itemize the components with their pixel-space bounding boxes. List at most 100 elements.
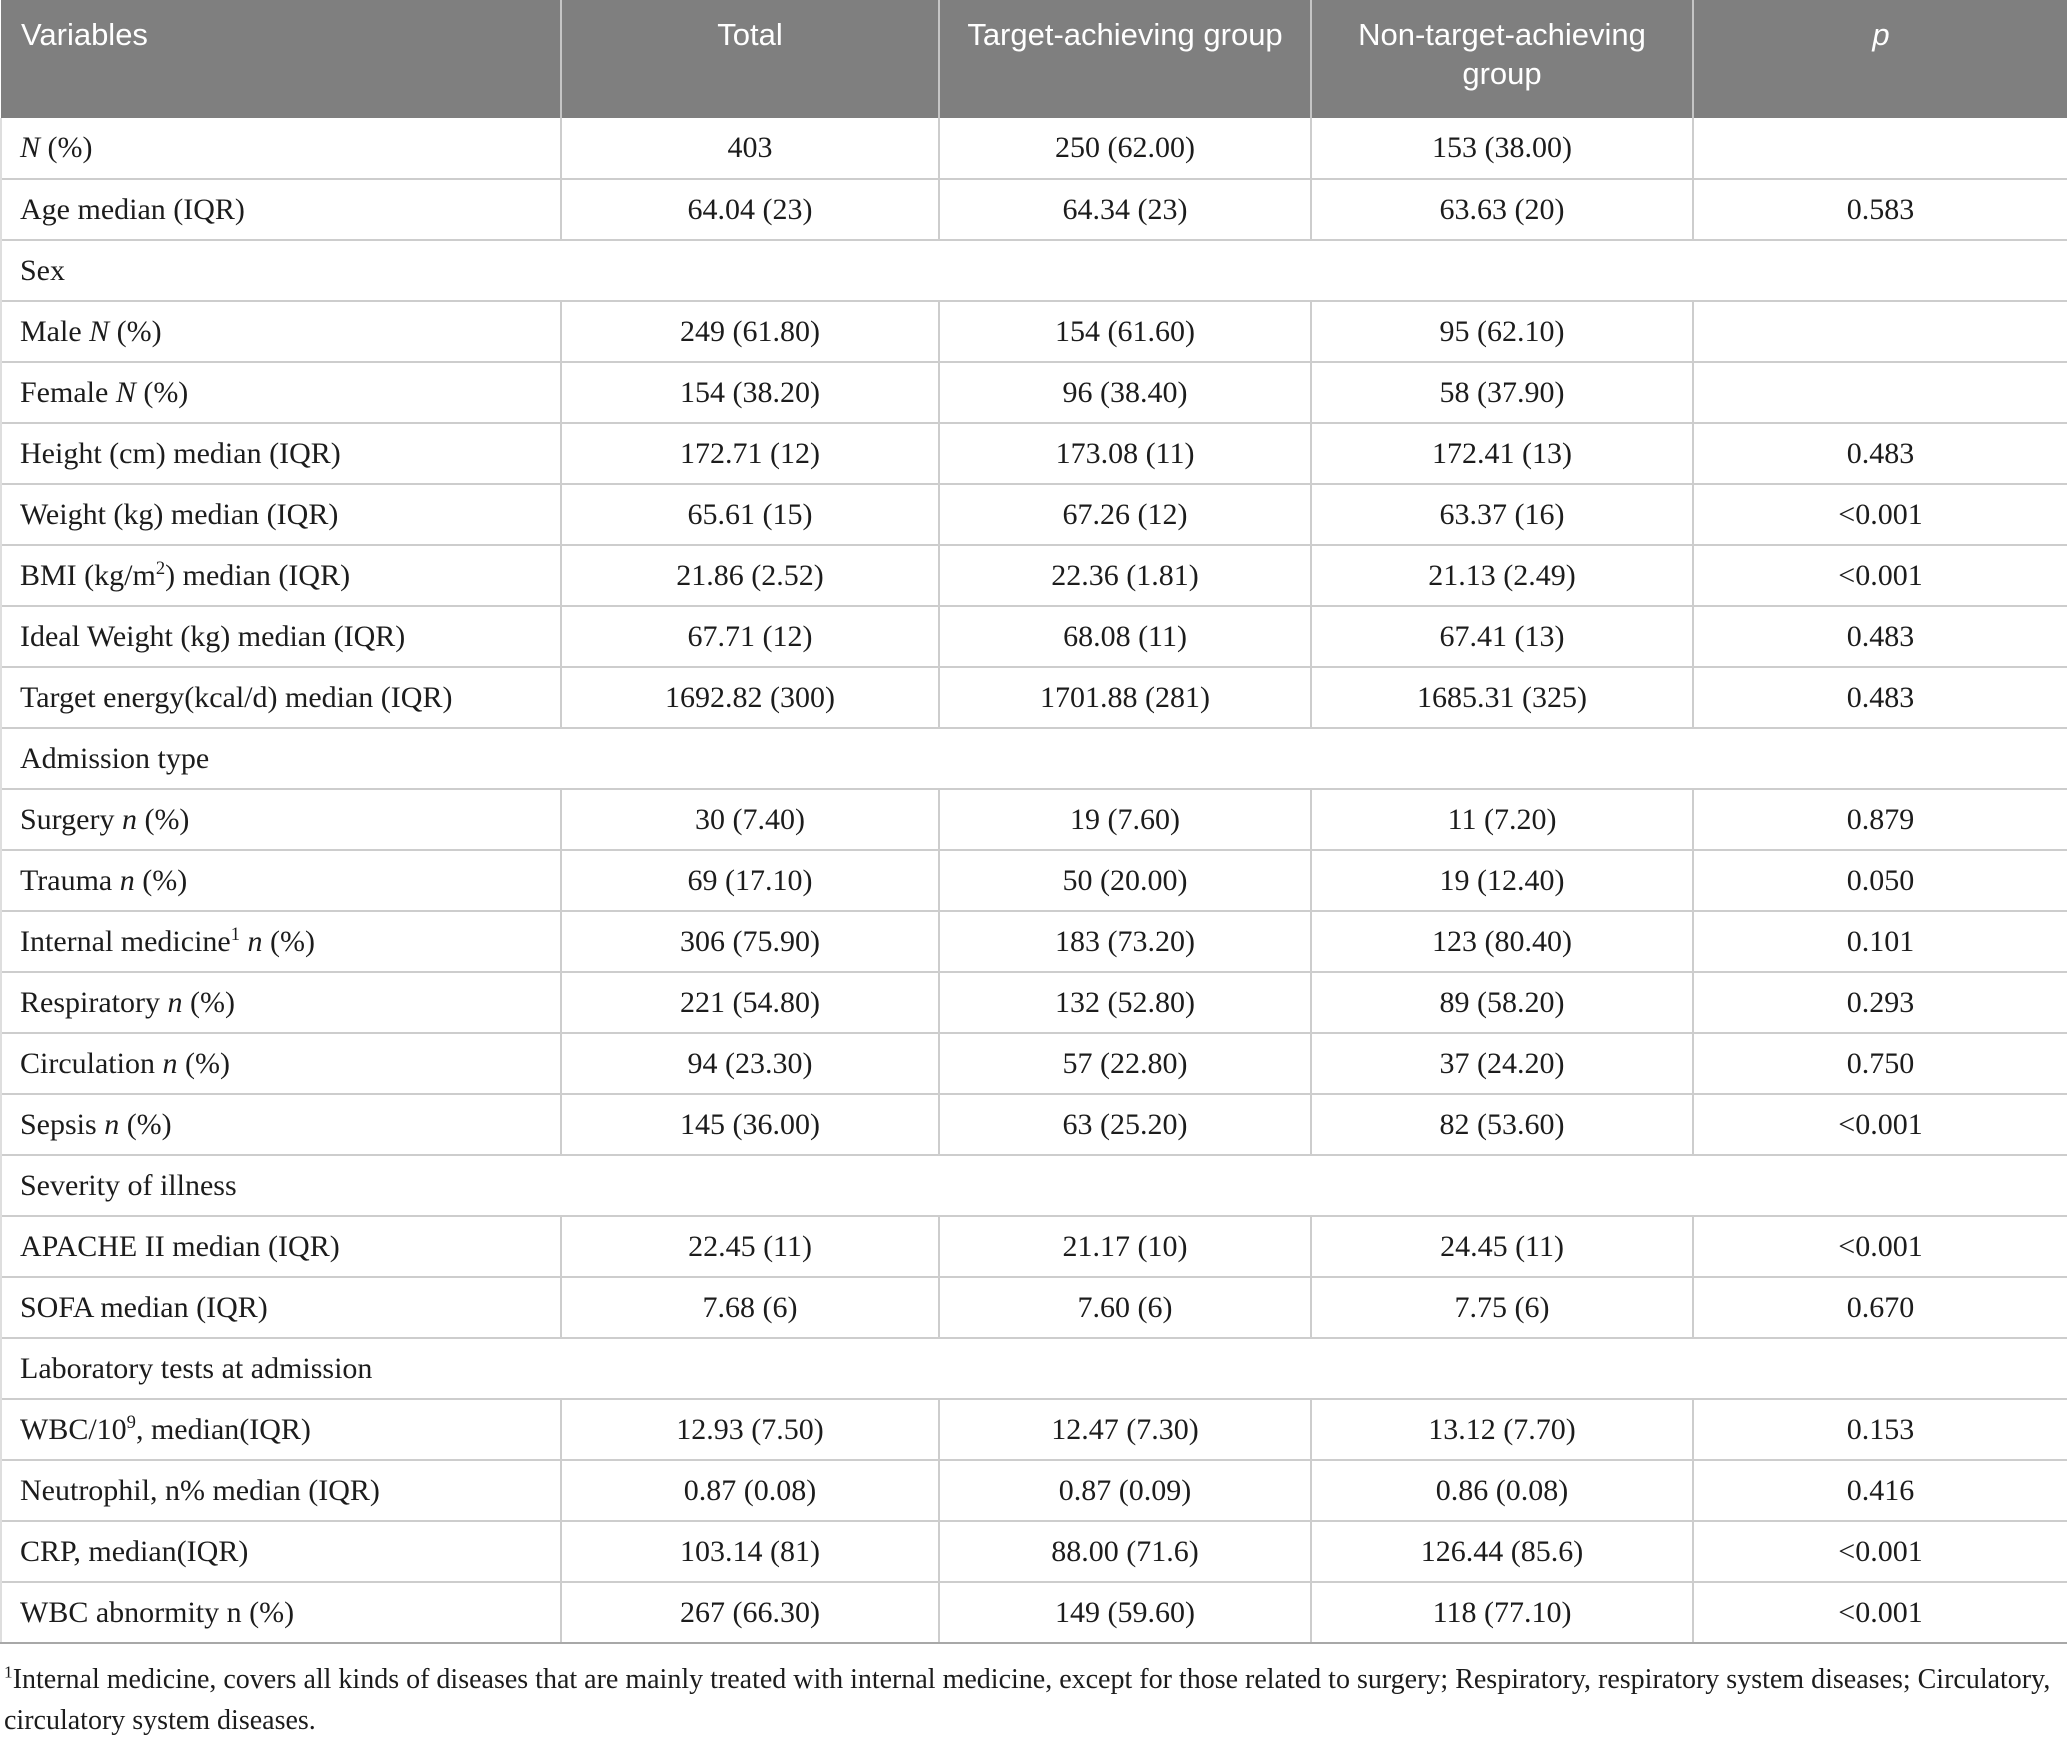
variable-label: Age median (IQR) xyxy=(0,178,561,240)
target-group-value: 68.08 (11) xyxy=(938,605,1311,667)
target-group-value: 1701.88 (281) xyxy=(938,666,1311,728)
variable-label: Target energy(kcal/d) median (IQR) xyxy=(0,666,561,728)
p-value: 0.483 xyxy=(1692,605,2067,667)
p-value xyxy=(1692,300,2067,362)
p-value: 0.670 xyxy=(1692,1276,2067,1338)
variable-label: Trauma n (%) xyxy=(0,849,561,911)
target-group-value: 67.26 (12) xyxy=(938,483,1311,545)
column-header-target-group: Target-achieving group xyxy=(939,0,1312,118)
p-value xyxy=(1692,361,2067,423)
table-row: APACHE II median (IQR) 22.45 (11) 21.17 (1… xyxy=(0,1215,2067,1277)
table-row: Age median (IQR) 64.04 (23) 64.34 (23) 63.6… xyxy=(0,178,2067,240)
p-value: <0.001 xyxy=(1692,483,2067,545)
non-target-group-value: 67.41 (13) xyxy=(1310,605,1693,667)
non-target-group-value: 89 (58.20) xyxy=(1310,971,1693,1033)
non-target-group-value: 63.37 (16) xyxy=(1310,483,1693,545)
non-target-group-value: 118 (77.10) xyxy=(1310,1581,1693,1644)
p-value: 0.483 xyxy=(1692,422,2067,484)
total-value: 154 (38.20) xyxy=(560,361,939,423)
p-value: <0.001 xyxy=(1692,1520,2067,1582)
target-group-value: 250 (62.00) xyxy=(938,118,1311,179)
table-row: N (%) 403 250 (62.00) 153 (38.00) xyxy=(0,118,2067,179)
target-group-value: 63 (25.20) xyxy=(938,1093,1311,1155)
variable-label: BMI (kg/m2) median (IQR) xyxy=(0,544,561,606)
target-group-value: 88.00 (71.6) xyxy=(938,1520,1311,1582)
non-target-group-value: 21.13 (2.49) xyxy=(1310,544,1693,606)
total-value: 22.45 (11) xyxy=(560,1215,939,1277)
non-target-group-value: 58 (37.90) xyxy=(1310,361,1693,423)
table-row: Internal medicine1 n (%) 306 (75.90) 183 (… xyxy=(0,910,2067,972)
table-row: Neutrophil, n% median (IQR) 0.87 (0.08) 0.… xyxy=(0,1459,2067,1521)
target-group-value: 50 (20.00) xyxy=(938,849,1311,911)
non-target-group-value: 0.86 (0.08) xyxy=(1310,1459,1693,1521)
p-value: <0.001 xyxy=(1692,1093,2067,1155)
column-header-non-target-group: Non-target-achieving group xyxy=(1311,0,1694,118)
p-value: <0.001 xyxy=(1692,1581,2067,1644)
total-value: 249 (61.80) xyxy=(560,300,939,362)
non-target-group-value: 11 (7.20) xyxy=(1310,788,1693,850)
header-row: Variables Total Target-achieving group N… xyxy=(1,0,2067,118)
total-value: 65.61 (15) xyxy=(560,483,939,545)
total-value: 30 (7.40) xyxy=(560,788,939,850)
total-value: 64.04 (23) xyxy=(560,178,939,240)
variable-label: Ideal Weight (kg) median (IQR) xyxy=(0,605,561,667)
section-row: Laboratory tests at admission xyxy=(0,1337,2067,1399)
section-label: Laboratory tests at admission xyxy=(0,1337,2067,1399)
variable-label: Respiratory n (%) xyxy=(0,971,561,1033)
non-target-group-value: 24.45 (11) xyxy=(1310,1215,1693,1277)
total-value: 12.93 (7.50) xyxy=(560,1398,939,1460)
variable-label: N (%) xyxy=(0,118,561,179)
table-row: Height (cm) median (IQR) 172.71 (12) 173.0… xyxy=(0,422,2067,484)
variable-label: Sepsis n (%) xyxy=(0,1093,561,1155)
table-row: Circulation n (%) 94 (23.30) 57 (22.80) 37 … xyxy=(0,1032,2067,1094)
target-group-value: 96 (38.40) xyxy=(938,361,1311,423)
variable-label: Height (cm) median (IQR) xyxy=(0,422,561,484)
total-value: 172.71 (12) xyxy=(560,422,939,484)
p-value: <0.001 xyxy=(1692,544,2067,606)
table-row: Ideal Weight (kg) median (IQR) 67.71 (12)… xyxy=(0,605,2067,667)
section-row: Severity of illness xyxy=(0,1154,2067,1216)
p-value: 0.101 xyxy=(1692,910,2067,972)
table-row: Respiratory n (%) 221 (54.80) 132 (52.80) 8… xyxy=(0,971,2067,1033)
target-group-value: 173.08 (11) xyxy=(938,422,1311,484)
target-group-value: 149 (59.60) xyxy=(938,1581,1311,1644)
section-label: Sex xyxy=(0,239,2067,301)
non-target-group-value: 153 (38.00) xyxy=(1310,118,1693,179)
variable-label: Internal medicine1 n (%) xyxy=(0,910,561,972)
table-row: Target energy(kcal/d) median (IQR) 1692.8… xyxy=(0,666,2067,728)
target-group-value: 19 (7.60) xyxy=(938,788,1311,850)
p-value: 0.153 xyxy=(1692,1398,2067,1460)
p-value: 0.750 xyxy=(1692,1032,2067,1094)
table-footnote: 1Internal medicine, covers all kinds of … xyxy=(4,1662,2051,1736)
non-target-group-value: 95 (62.10) xyxy=(1310,300,1693,362)
total-value: 103.14 (81) xyxy=(560,1520,939,1582)
table-body: N (%) 403 250 (62.00) 153 (38.00) Age median… xyxy=(0,118,2067,1644)
variable-label: Female N (%) xyxy=(0,361,561,423)
total-value: 94 (23.30) xyxy=(560,1032,939,1094)
variable-label: Male N (%) xyxy=(0,300,561,362)
column-header-variables: Variables xyxy=(1,0,562,118)
section-label: Admission type xyxy=(0,727,2067,789)
non-target-group-value: 13.12 (7.70) xyxy=(1310,1398,1693,1460)
total-value: 69 (17.10) xyxy=(560,849,939,911)
target-group-value: 154 (61.60) xyxy=(938,300,1311,362)
table-row: WBC/109, median(IQR) 12.93 (7.50) 12.47 (7… xyxy=(0,1398,2067,1460)
table-row: BMI (kg/m2) median (IQR) 21.86 (2.52) 22.3… xyxy=(0,544,2067,606)
table-row: Sepsis n (%) 145 (36.00) 63 (25.20) 82 (53.… xyxy=(0,1093,2067,1155)
target-group-value: 183 (73.20) xyxy=(938,910,1311,972)
total-value: 267 (66.30) xyxy=(560,1581,939,1644)
target-group-value: 132 (52.80) xyxy=(938,971,1311,1033)
table-row: CRP, median(IQR) 103.14 (81) 88.00 (71.6) 1… xyxy=(0,1520,2067,1582)
total-value: 21.86 (2.52) xyxy=(560,544,939,606)
p-value: 0.583 xyxy=(1692,178,2067,240)
table-header: Variables Total Target-achieving group N… xyxy=(1,0,2067,118)
target-group-value: 64.34 (23) xyxy=(938,178,1311,240)
p-value: 0.483 xyxy=(1692,666,2067,728)
non-target-group-value: 82 (53.60) xyxy=(1310,1093,1693,1155)
total-value: 403 xyxy=(560,118,939,179)
target-group-value: 0.87 (0.09) xyxy=(938,1459,1311,1521)
baseline-characteristics-table: Variables Total Target-achieving group N… xyxy=(0,0,2067,1644)
table-row: Surgery n (%) 30 (7.40) 19 (7.60) 11 (7.20)… xyxy=(0,788,2067,850)
target-group-value: 57 (22.80) xyxy=(938,1032,1311,1094)
